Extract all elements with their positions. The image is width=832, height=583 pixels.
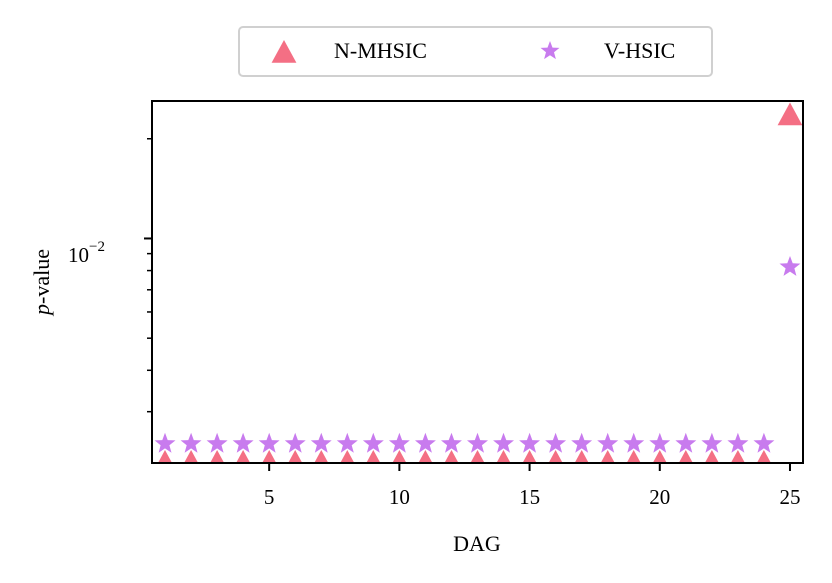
point-n-mhsic-13 bbox=[470, 450, 485, 463]
point-v-hsic-3 bbox=[206, 432, 228, 453]
point-v-hsic-4 bbox=[232, 432, 254, 453]
point-v-hsic-25 bbox=[779, 256, 801, 276]
legend-marker-v-hsic bbox=[540, 41, 560, 60]
point-n-mhsic-25 bbox=[777, 102, 803, 126]
plot-frame bbox=[151, 100, 804, 464]
point-v-hsic-6 bbox=[284, 432, 306, 453]
point-v-hsic-20 bbox=[649, 432, 671, 453]
point-n-mhsic-15 bbox=[522, 450, 537, 463]
x-tick-label-10: 10 bbox=[389, 485, 410, 509]
legend-frame bbox=[238, 26, 713, 77]
point-v-hsic-11 bbox=[415, 432, 436, 453]
point-n-mhsic-7 bbox=[314, 450, 329, 463]
point-n-mhsic-16 bbox=[548, 450, 563, 463]
point-v-hsic-14 bbox=[493, 432, 514, 453]
point-n-mhsic-8 bbox=[340, 450, 355, 463]
legend-label-n-mhsic: N-MHSIC bbox=[334, 38, 427, 63]
legend-label-v-hsic: V-HSIC bbox=[604, 38, 675, 63]
legend: N-MHSIC V-HSIC bbox=[238, 26, 713, 77]
y-tick-label-major: 10−2 bbox=[68, 239, 105, 267]
x-tick-label-15: 15 bbox=[519, 485, 540, 509]
point-n-mhsic-21 bbox=[678, 450, 693, 463]
y-axis-label: p-value bbox=[29, 249, 54, 317]
point-n-mhsic-17 bbox=[574, 450, 589, 463]
point-v-hsic-18 bbox=[597, 432, 619, 453]
point-n-mhsic-19 bbox=[626, 450, 641, 463]
point-v-hsic-9 bbox=[362, 432, 384, 453]
point-v-hsic-5 bbox=[258, 432, 280, 453]
point-v-hsic-22 bbox=[701, 432, 723, 453]
point-n-mhsic-4 bbox=[236, 450, 251, 463]
point-n-mhsic-5 bbox=[262, 450, 277, 463]
point-v-hsic-13 bbox=[467, 432, 488, 453]
point-v-hsic-7 bbox=[310, 432, 332, 453]
point-v-hsic-23 bbox=[727, 432, 749, 453]
point-n-mhsic-18 bbox=[600, 450, 615, 463]
point-v-hsic-8 bbox=[336, 432, 358, 453]
point-v-hsic-16 bbox=[545, 432, 567, 453]
point-n-mhsic-10 bbox=[392, 450, 407, 463]
point-n-mhsic-14 bbox=[496, 450, 511, 463]
point-n-mhsic-9 bbox=[366, 450, 381, 463]
point-v-hsic-10 bbox=[388, 432, 410, 453]
point-v-hsic-12 bbox=[441, 432, 462, 453]
point-n-mhsic-23 bbox=[730, 450, 745, 463]
point-v-hsic-17 bbox=[571, 432, 593, 453]
point-n-mhsic-24 bbox=[756, 450, 771, 463]
point-n-mhsic-3 bbox=[210, 450, 225, 463]
point-n-mhsic-2 bbox=[184, 450, 199, 463]
point-n-mhsic-6 bbox=[288, 450, 303, 463]
legend-marker-n-mhsic bbox=[271, 40, 297, 63]
point-n-mhsic-12 bbox=[444, 450, 459, 463]
x-tick-label-5: 5 bbox=[264, 485, 275, 509]
x-tick-label-25: 25 bbox=[779, 485, 800, 509]
point-v-hsic-19 bbox=[623, 432, 645, 453]
point-n-mhsic-20 bbox=[652, 450, 667, 463]
point-v-hsic-21 bbox=[675, 432, 697, 453]
point-v-hsic-24 bbox=[753, 432, 775, 453]
x-tick-label-20: 20 bbox=[649, 485, 670, 509]
x-axis-label: DAG bbox=[453, 531, 501, 556]
point-v-hsic-1 bbox=[154, 432, 176, 453]
point-v-hsic-15 bbox=[519, 432, 540, 453]
point-n-mhsic-22 bbox=[704, 450, 719, 463]
point-v-hsic-2 bbox=[180, 432, 202, 453]
point-n-mhsic-1 bbox=[157, 450, 173, 463]
point-n-mhsic-11 bbox=[418, 450, 433, 463]
